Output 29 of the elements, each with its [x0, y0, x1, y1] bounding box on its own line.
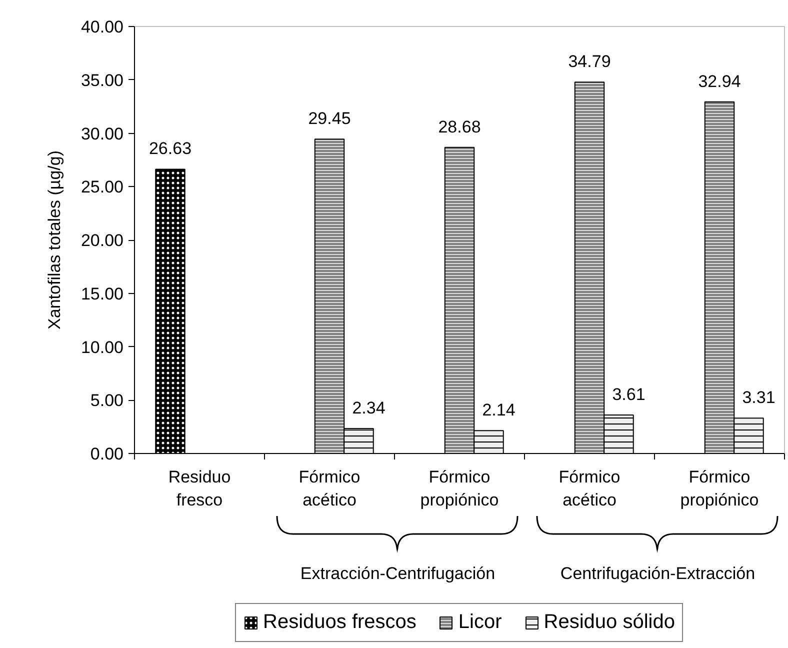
data-label: 26.63 [148, 139, 192, 158]
y-axis-title: Xantofilas totales (µg/g) [44, 150, 64, 330]
y-tick-label: 5.00 [90, 391, 124, 410]
data-label: 3.61 [612, 384, 646, 404]
data-label: 29.45 [308, 109, 351, 128]
y-tick-label: 35.00 [80, 70, 124, 90]
data-label: 28.68 [438, 117, 481, 136]
data-label: 2.34 [352, 398, 386, 418]
legend-label: Residuo sólido [544, 611, 675, 634]
data-label: 32.94 [698, 72, 741, 91]
y-tick-label: 20.00 [80, 231, 124, 250]
text: Centrifugación-Extracción [560, 564, 756, 583]
y-tick-label: 30.00 [80, 124, 124, 144]
text: Extracción-Centrifugación [300, 564, 496, 583]
data-label: 2.14 [482, 400, 516, 420]
x-tick-label: Residuo fresco [168, 468, 231, 510]
x-tick-label: Fórmico acético [558, 468, 620, 510]
x-tick-label: Fórmico propiónico [420, 468, 499, 510]
y-tick-label: 0.00 [90, 444, 124, 464]
y-tick-label: 10.00 [80, 338, 124, 357]
x-tick-label: Fórmico acético [298, 468, 360, 510]
y-tick-label: 25.00 [80, 178, 124, 197]
legend-label: Residuos frescos [263, 611, 416, 634]
y-tick-label: 15.00 [80, 284, 124, 304]
y-tick-label: 40.00 [80, 18, 124, 36]
legend-label: Licor [458, 611, 502, 634]
x-tick-label: Fórmico propiónico [680, 468, 759, 510]
data-label: 3.31 [742, 388, 776, 408]
data-label: 34.79 [568, 52, 611, 72]
